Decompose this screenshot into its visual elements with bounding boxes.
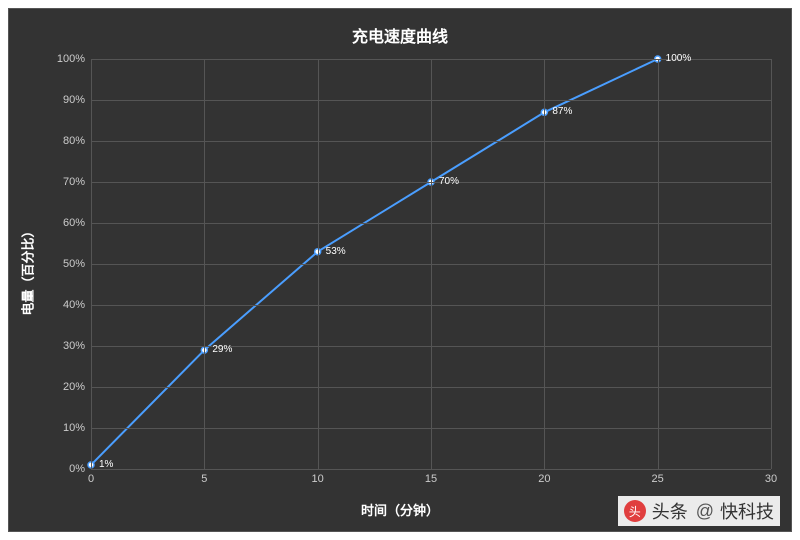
chart-container: 充电速度曲线 电量（百分比） 时间（分钟） 1%29%53%70%87%100%… [8, 8, 792, 532]
x-tick-label: 5 [201, 473, 207, 485]
y-tick-label: 60% [45, 217, 85, 229]
y-axis-label: 电量（百分比） [18, 224, 37, 315]
grid-line-horizontal [91, 469, 771, 470]
y-tick-label: 30% [45, 340, 85, 352]
y-tick-label: 90% [45, 94, 85, 106]
grid-line-vertical [204, 59, 205, 469]
watermark-icon: 头 [624, 500, 646, 522]
y-tick-label: 70% [45, 176, 85, 188]
y-tick-label: 10% [45, 422, 85, 434]
x-tick-label: 10 [312, 473, 324, 485]
y-tick-label: 0% [45, 463, 85, 475]
y-tick-label: 40% [45, 299, 85, 311]
watermark: 头 头条 @ 快科技 [618, 496, 780, 526]
watermark-prefix: 头条 [652, 498, 688, 524]
chart-title: 充电速度曲线 [9, 9, 791, 47]
x-tick-label: 20 [538, 473, 550, 485]
grid-line-vertical [91, 59, 92, 469]
grid-line-vertical [771, 59, 772, 469]
y-tick-label: 100% [45, 53, 85, 65]
data-point-label: 1% [99, 459, 113, 470]
data-point-label: 87% [552, 106, 572, 117]
grid-line-vertical [544, 59, 545, 469]
grid-line-vertical [318, 59, 319, 469]
y-tick-label: 50% [45, 258, 85, 270]
x-tick-label: 25 [652, 473, 664, 485]
watermark-at: @ [696, 501, 714, 522]
data-point-label: 29% [212, 344, 232, 355]
data-point-label: 70% [439, 176, 459, 187]
x-tick-label: 15 [425, 473, 437, 485]
watermark-name: 快科技 [720, 498, 774, 524]
x-tick-label: 0 [88, 473, 94, 485]
grid-line-vertical [431, 59, 432, 469]
series-line [91, 59, 658, 465]
x-tick-label: 30 [765, 473, 777, 485]
data-point-label: 100% [666, 53, 692, 64]
grid-line-vertical [658, 59, 659, 469]
y-tick-label: 80% [45, 135, 85, 147]
plot-area: 1%29%53%70%87%100% [91, 59, 771, 469]
data-point-label: 53% [326, 246, 346, 257]
y-tick-label: 20% [45, 381, 85, 393]
x-axis-label: 时间（分钟） [361, 500, 439, 519]
